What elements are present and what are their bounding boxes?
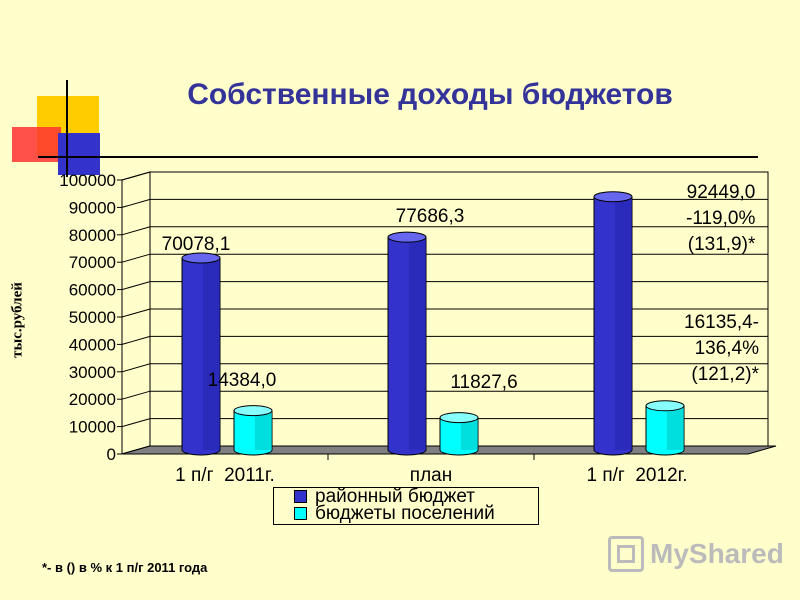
x-tick-label: 1 п/г 2012г. bbox=[586, 465, 687, 486]
data-label-district: 77686,3 bbox=[396, 206, 465, 227]
bar-settlement bbox=[233, 405, 273, 456]
annotation-line: (121,2)* bbox=[691, 364, 760, 385]
annotation-line: 92449,0 bbox=[686, 182, 756, 203]
gridline bbox=[121, 363, 768, 373]
bar-district bbox=[181, 252, 221, 456]
logo-icon bbox=[608, 536, 644, 572]
y-tick-label: 30000 bbox=[69, 363, 116, 382]
y-tick-label: 20000 bbox=[69, 390, 116, 409]
bar-district bbox=[593, 191, 633, 456]
y-tick-label: 90000 bbox=[69, 198, 116, 217]
legend-swatch-district bbox=[294, 490, 307, 503]
gridline bbox=[121, 253, 768, 263]
data-label-settlement: 14384,0 bbox=[208, 370, 277, 391]
bar-district bbox=[387, 231, 427, 456]
legend-label-district: районный бюджет bbox=[315, 487, 475, 507]
legend-item-district: районный бюджет bbox=[274, 487, 538, 507]
gridline bbox=[121, 418, 768, 428]
chart-title: Собственные доходы бюджетов bbox=[187, 78, 673, 111]
y-tick-label: 10000 bbox=[69, 418, 116, 437]
gridline bbox=[121, 390, 768, 400]
annotation-line: (131,9)* bbox=[687, 234, 756, 255]
legend-label-settlement: бюджеты поселений bbox=[315, 503, 495, 524]
legend-swatch-settlement bbox=[294, 507, 307, 520]
data-label-settlement: 11827,6 bbox=[450, 372, 517, 393]
annotation-line: 16135,4- bbox=[684, 312, 760, 333]
gridline bbox=[121, 281, 768, 291]
legend: районный бюджет бюджеты поселений bbox=[273, 487, 539, 525]
y-tick-label: 100000 bbox=[59, 171, 116, 190]
y-tick-label: 50000 bbox=[69, 308, 116, 327]
y-tick-label: 60000 bbox=[69, 281, 116, 300]
decor-square-blue bbox=[58, 133, 100, 175]
gridline bbox=[121, 171, 768, 181]
y-tick-label: 0 bbox=[107, 445, 116, 464]
decor-vertical-line bbox=[66, 80, 68, 177]
logo-text: MyShared bbox=[650, 538, 784, 569]
decor-horizontal-line bbox=[38, 156, 758, 158]
bar-settlement bbox=[439, 412, 479, 456]
y-tick-label: 80000 bbox=[69, 226, 116, 245]
bar-settlement bbox=[645, 400, 685, 456]
x-tick-label: 1 п/г 2011г. bbox=[175, 465, 275, 486]
annotation-settlement-2012: 16135,4- 136,4% (121,2)* bbox=[684, 310, 759, 388]
data-label-district: 70078,1 bbox=[162, 234, 231, 255]
annotation-line: -119,0% bbox=[686, 208, 756, 229]
annotation-line: 136,4% bbox=[694, 338, 760, 359]
annotation-district-2012: 92449,0 -119,0% (131,9)* bbox=[686, 180, 755, 258]
y-tick-label: 70000 bbox=[69, 253, 116, 272]
gridline bbox=[121, 198, 768, 208]
x-tick-label: план bbox=[410, 465, 452, 486]
footnote: *- в () в % к 1 п/г 2011 года bbox=[42, 560, 208, 575]
gridline bbox=[121, 335, 768, 345]
gridline bbox=[121, 226, 768, 236]
legend-item-settlement: бюджеты поселений bbox=[274, 503, 538, 524]
y-tick-label: 40000 bbox=[69, 335, 116, 354]
gridline bbox=[121, 308, 768, 318]
watermark-logo: MyShared bbox=[608, 536, 784, 572]
